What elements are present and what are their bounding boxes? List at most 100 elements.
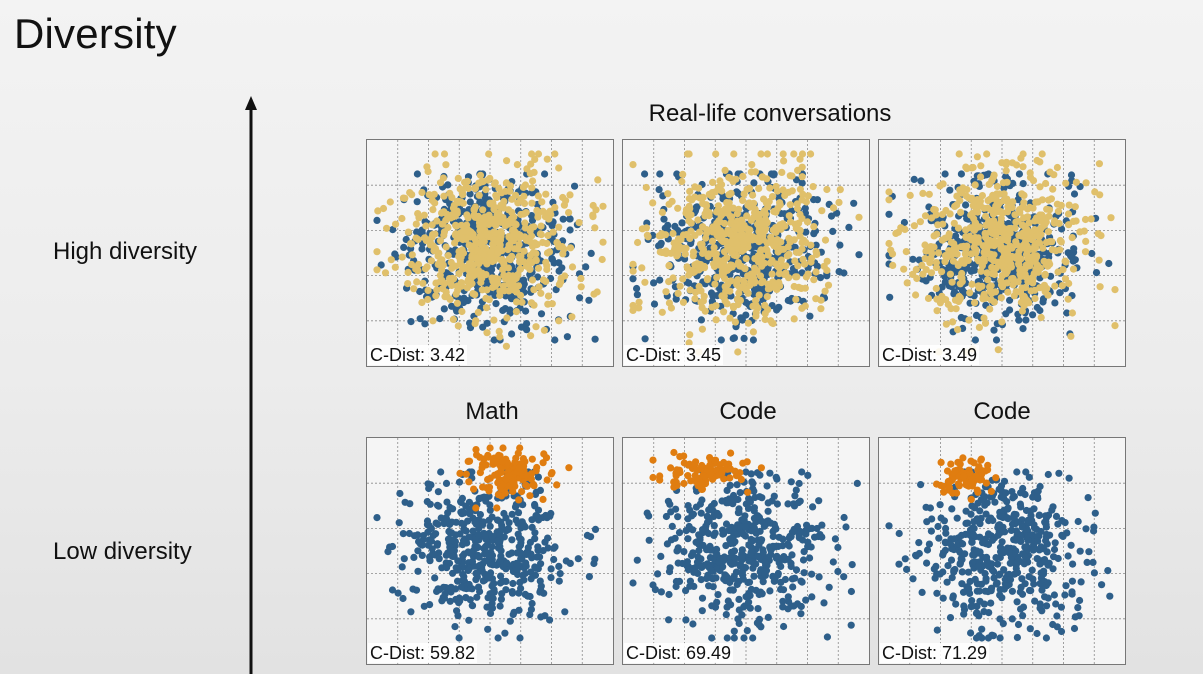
data-point-gold [975, 323, 983, 331]
data-point-blue [972, 311, 981, 319]
data-point-blue [1018, 523, 1026, 531]
data-point-orange [656, 476, 664, 484]
data-point-blue [935, 534, 943, 542]
data-point-gold [575, 219, 583, 227]
data-point-blue [741, 523, 750, 531]
data-point-gold [629, 161, 637, 169]
data-point-blue [448, 518, 456, 526]
data-point-blue [1019, 180, 1027, 188]
data-point-gold [741, 265, 749, 273]
data-point-blue [425, 484, 433, 493]
data-point-blue [534, 543, 542, 551]
data-point-blue [770, 492, 778, 500]
data-point-blue [1067, 541, 1075, 549]
data-point-gold [796, 232, 804, 240]
data-point-blue [750, 572, 758, 580]
data-point-gold [767, 317, 775, 325]
data-point-blue [633, 556, 641, 564]
data-point-gold [728, 261, 736, 269]
data-point-gold [1081, 248, 1090, 256]
data-point-gold [475, 191, 483, 199]
data-point-orange [966, 469, 974, 478]
data-point-blue [755, 590, 763, 599]
data-point-gold [1069, 265, 1078, 273]
data-point-gold [836, 186, 844, 194]
data-point-blue [853, 479, 861, 487]
data-point-gold [783, 252, 791, 260]
data-point-blue [708, 602, 716, 610]
data-point-blue [587, 249, 595, 257]
data-point-blue [1000, 184, 1008, 192]
data-point-blue [656, 170, 664, 178]
data-point-gold [676, 282, 684, 290]
data-point-gold [926, 259, 934, 267]
data-point-blue [749, 634, 757, 642]
data-point-blue [744, 578, 752, 587]
data-point-blue [992, 336, 1001, 344]
data-point-gold [725, 173, 733, 182]
data-point-blue [804, 471, 812, 479]
data-point-gold [743, 185, 751, 193]
data-point-gold [1003, 279, 1011, 287]
data-point-gold [441, 293, 449, 301]
data-point-gold [503, 314, 511, 322]
data-point-blue [657, 239, 665, 247]
data-point-gold [540, 326, 548, 334]
data-point-gold [738, 231, 747, 239]
data-point-gold [735, 289, 743, 297]
data-point-gold [807, 150, 815, 158]
data-point-orange [530, 482, 538, 490]
data-point-blue [743, 627, 751, 635]
data-point-gold [554, 239, 562, 247]
data-point-gold [498, 189, 506, 197]
data-point-gold [453, 282, 461, 290]
data-point-blue [629, 275, 637, 283]
data-point-blue [947, 556, 956, 564]
data-point-gold [545, 215, 553, 223]
data-point-blue [910, 175, 918, 183]
data-point-gold [429, 206, 437, 214]
data-point-blue [799, 556, 808, 564]
data-point-blue [901, 555, 909, 563]
data-point-blue [400, 243, 408, 251]
data-point-gold [912, 291, 920, 299]
data-point-gold [1042, 260, 1050, 268]
data-point-gold [946, 210, 954, 218]
data-point-gold [792, 295, 800, 303]
data-point-blue [528, 516, 536, 524]
data-point-gold [529, 177, 537, 185]
data-point-gold [513, 298, 521, 306]
data-point-gold [759, 236, 767, 244]
data-point-orange [967, 457, 975, 465]
data-point-gold [505, 271, 513, 280]
data-point-blue [734, 495, 742, 504]
data-point-blue [499, 563, 507, 571]
data-point-gold [1096, 191, 1104, 199]
data-point-gold [432, 292, 440, 300]
data-point-gold [532, 323, 540, 331]
data-point-blue [994, 560, 1002, 568]
data-point-gold [727, 277, 735, 285]
data-point-blue [717, 336, 725, 344]
data-point-blue [448, 536, 456, 545]
data-point-blue [479, 521, 487, 529]
data-point-blue [672, 505, 680, 513]
data-point-gold [802, 198, 810, 206]
data-point-gold [453, 235, 461, 243]
data-point-blue [437, 468, 445, 476]
data-point-gold [449, 315, 457, 323]
data-point-gold [949, 318, 957, 326]
data-point-blue [998, 538, 1006, 546]
data-point-gold [454, 322, 462, 330]
data-point-gold [559, 193, 567, 202]
data-point-gold [938, 268, 946, 276]
data-point-gold [1054, 268, 1062, 276]
data-point-gold [711, 280, 719, 288]
data-point-gold [712, 302, 720, 310]
data-point-orange [515, 464, 523, 472]
data-point-blue [590, 559, 598, 568]
data-point-gold [442, 243, 450, 251]
data-point-blue [453, 607, 461, 615]
data-point-blue [1059, 532, 1067, 540]
data-point-gold [921, 241, 929, 249]
